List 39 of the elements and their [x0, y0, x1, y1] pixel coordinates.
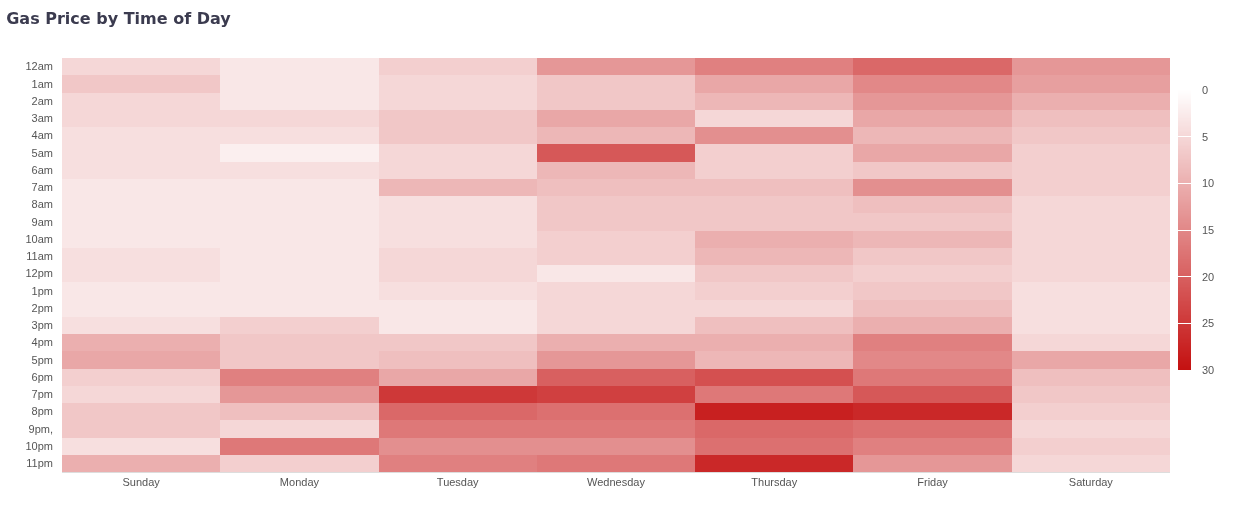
- y-tick-label: 12am: [25, 60, 53, 73]
- color-bar-label: 0: [1202, 83, 1209, 96]
- y-tick-label: 4am: [31, 129, 53, 142]
- y-tick-label: 3am: [31, 112, 53, 125]
- y-tick-label: 1am: [31, 77, 53, 90]
- y-tick-label: 11am: [26, 250, 53, 263]
- color-bar-label: 30: [1202, 363, 1215, 376]
- chart-title: Gas Price by Time of Day: [6, 9, 232, 29]
- y-tick-label: 10pm: [25, 439, 53, 452]
- y-tick-label: 7am: [31, 181, 53, 194]
- y-tick-label: 1pm: [31, 284, 53, 297]
- y-tick-label: 11pm: [26, 457, 53, 470]
- color-bar-label: 15: [1202, 223, 1215, 236]
- y-tick-label: 2pm: [31, 301, 53, 314]
- x-tick-label: Sunday: [122, 476, 161, 489]
- y-tick-label: 8pm: [31, 405, 53, 418]
- y-tick-label: 8am: [31, 198, 53, 211]
- color-bar-label: 10: [1202, 177, 1215, 190]
- y-tick-label: 4pm: [31, 336, 53, 349]
- x-tick-label: Tuesday: [436, 476, 480, 489]
- y-tick-label: 9pm,: [28, 422, 53, 435]
- y-tick-label: 6pm: [31, 370, 53, 383]
- y-tick-label: 6am: [31, 163, 53, 176]
- y-tick-label: 12pm: [25, 267, 53, 280]
- x-tick-label: Wednesday: [587, 476, 646, 489]
- color-bar-label: 5: [1202, 130, 1209, 143]
- x-tick-label: Friday: [917, 476, 949, 489]
- y-tick-label: 2am: [31, 94, 53, 107]
- y-tick-label: 5am: [31, 146, 53, 159]
- y-tick-label: 10am: [25, 232, 53, 245]
- y-tick-label: 3pm: [31, 319, 53, 332]
- x-tick-label: Saturday: [1068, 476, 1114, 489]
- color-bar-label: 20: [1202, 270, 1215, 283]
- x-tick-label: Thursday: [751, 476, 798, 489]
- color-bar-label: 25: [1202, 317, 1215, 330]
- y-tick-label: 5pm: [31, 353, 53, 366]
- y-tick-label: 9am: [31, 215, 53, 228]
- y-tick-label: 7pm: [31, 388, 53, 401]
- x-tick-label: Monday: [279, 476, 320, 489]
